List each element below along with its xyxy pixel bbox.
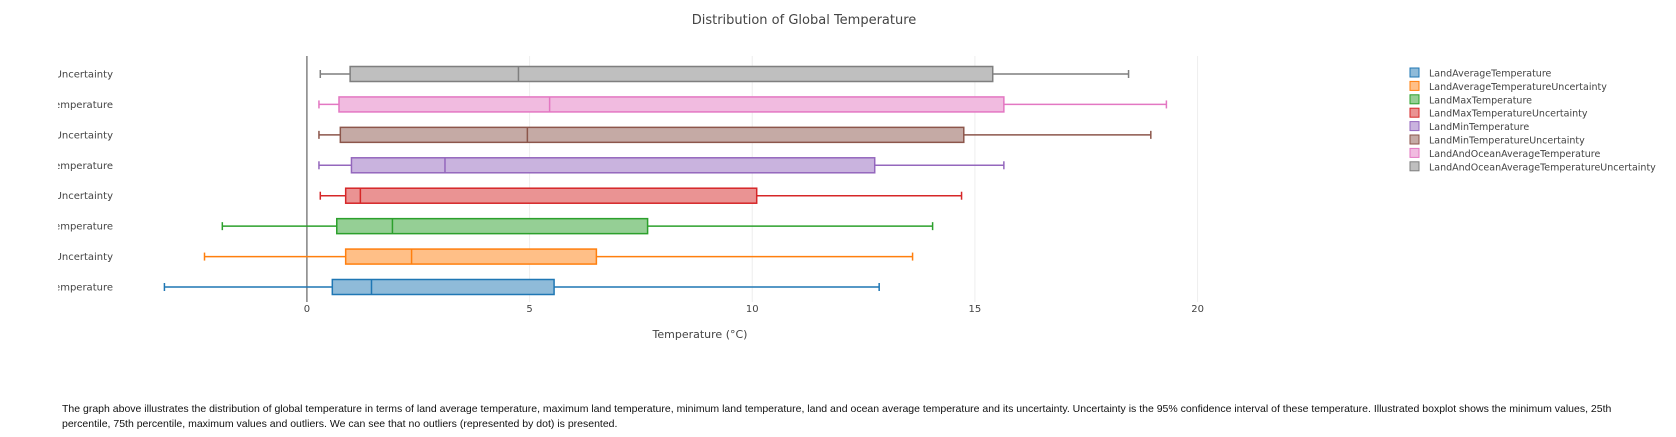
y-tick-label: ɜTemperature [44, 100, 113, 111]
y-tick-label: ıTemperature [47, 161, 113, 172]
legend-label: LandMinTemperature [1429, 122, 1529, 133]
box-iqr [349, 65, 994, 83]
y-tick-label: ɜeUncertainty [43, 191, 113, 202]
box-iqr [338, 96, 1005, 113]
legend-swatch [1409, 134, 1420, 145]
box-iqr [336, 217, 649, 235]
legend-label: LandMaxTemperatureUncertainty [1429, 109, 1588, 120]
chart-caption: The graph above illustrates the distribu… [62, 403, 1612, 430]
y-tick-label: ɜeUncertainty [43, 130, 113, 141]
box-iqr [339, 126, 965, 144]
x-tick-label: 5 [526, 304, 532, 315]
box-group [319, 187, 963, 204]
x-tick-label: 15 [969, 304, 982, 315]
x-tick-label: 0 [304, 304, 310, 315]
y-tick-label: ɜTemperature [44, 283, 113, 294]
y-tick-label: ɜeUncertainty [43, 70, 113, 81]
legend-swatch [1409, 121, 1420, 132]
x-tick-label: 20 [1191, 304, 1204, 315]
legend-swatch [1409, 161, 1420, 172]
box-iqr [344, 248, 598, 265]
legend-swatch [1409, 107, 1420, 118]
legend-label: LandMinTemperatureUncertainty [1429, 136, 1585, 147]
legend-swatch [1409, 67, 1420, 78]
box-iqr [344, 187, 758, 204]
box-group [318, 126, 1152, 144]
y-axis-tick-labels: ɜTemperature ɜeUncertainty :Temperature ɜeU… [0, 46, 113, 312]
box-group [319, 65, 1130, 83]
label-clip-mask [0, 46, 58, 312]
legend-label: LandMaxTemperature [1429, 95, 1532, 106]
legend-label: LandAndOceanAverageTemperature [1429, 149, 1600, 160]
boxplot-chart: Distribution of Global Temperature ɜTemp… [0, 13, 1657, 341]
legend-label: LandAndOceanAverageTemperatureUncertaint… [1429, 162, 1656, 173]
box-group [318, 157, 1005, 174]
box-iqr [350, 157, 876, 174]
grid-lines [529, 56, 1199, 302]
x-axis-tick-labels: 0 5 10 15 20 [304, 304, 1204, 315]
box-group [318, 96, 1168, 113]
box-group [203, 248, 914, 265]
legend-swatch [1409, 80, 1420, 91]
chart-title: Distribution of Global Temperature [692, 13, 917, 28]
legend: LandAverageTemperature LandAverageTempera… [1409, 67, 1656, 173]
x-tick-label: 10 [746, 304, 759, 315]
y-tick-label: :Temperature [46, 222, 113, 233]
box-group [221, 217, 934, 235]
legend-swatch [1409, 147, 1420, 158]
legend-label: LandAverageTemperatureUncertainty [1429, 82, 1607, 93]
x-axis-label: Temperature (°C) [652, 328, 748, 341]
box-series [163, 65, 1168, 296]
legend-swatch [1409, 94, 1420, 105]
legend-label: LandAverageTemperature [1429, 69, 1552, 80]
y-tick-label: ɜeUncertainty [43, 252, 113, 263]
box-iqr [331, 278, 555, 296]
box-group [163, 278, 880, 296]
